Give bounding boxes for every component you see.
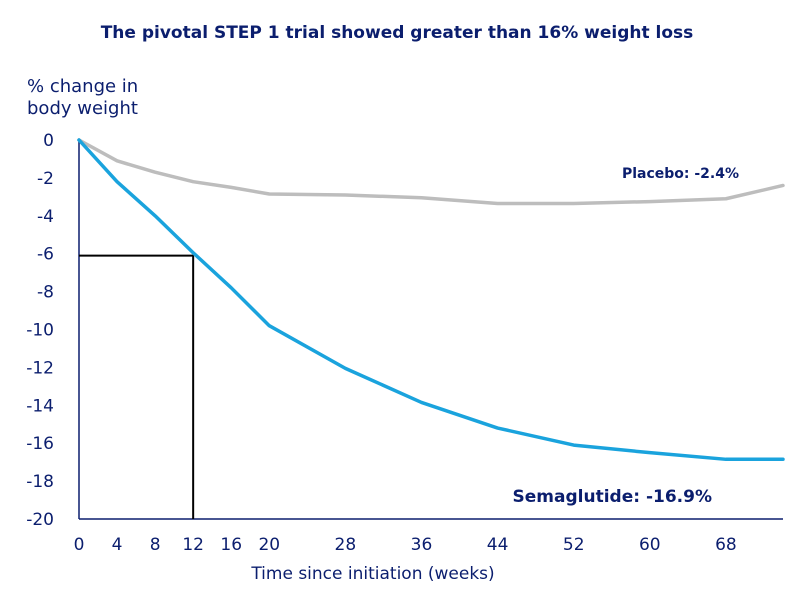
y-axis-label-line-2: body weight [27, 98, 138, 119]
y-tick-label: -14 [26, 396, 54, 416]
series-placebo-line [77, 138, 785, 206]
y-tick-label: -12 [26, 358, 54, 378]
semaglutide-annotation: Semaglutide: -16.9% [513, 487, 712, 507]
y-tick-label: -4 [37, 207, 54, 227]
y-tick-label: -20 [26, 510, 54, 530]
x-tick-label: 68 [715, 535, 737, 555]
chart-title: The pivotal STEP 1 trial showed greater … [101, 23, 694, 43]
x-tick-label: 28 [335, 535, 357, 555]
series-semaglutide-line [77, 138, 785, 462]
x-tick-label: 20 [258, 535, 280, 555]
x-axis-label: Time since initiation (weeks) [250, 564, 494, 584]
x-tick-label: 44 [487, 535, 509, 555]
y-tick-labels: 0 -2 -4 -6 -8 -10 -12 -14 -16 -18 -20 [26, 131, 54, 530]
y-tick-label: -2 [37, 169, 54, 189]
x-tick-label: 60 [639, 535, 661, 555]
x-tick-label: 0 [74, 535, 85, 555]
y-axis-label-line-1: % change in [27, 76, 138, 97]
y-tick-label: -6 [37, 245, 54, 265]
x-tick-label: 4 [112, 535, 123, 555]
placebo-annotation: Placebo: -2.4% [622, 166, 739, 182]
y-tick-label: -16 [26, 434, 54, 454]
y-tick-label: 0 [43, 131, 54, 151]
reference-12-week-line [79, 254, 195, 519]
x-tick-label: 52 [563, 535, 585, 555]
x-tick-labels: 0 4 8 12 16 20 28 36 44 52 60 68 [74, 535, 737, 555]
x-tick-label: 8 [150, 535, 161, 555]
x-tick-label: 36 [411, 535, 433, 555]
x-tick-label: 16 [220, 535, 242, 555]
y-tick-label: -8 [37, 283, 54, 303]
y-tick-label: -10 [26, 321, 54, 341]
y-tick-label: -18 [26, 472, 54, 492]
x-tick-label: 12 [182, 535, 204, 555]
